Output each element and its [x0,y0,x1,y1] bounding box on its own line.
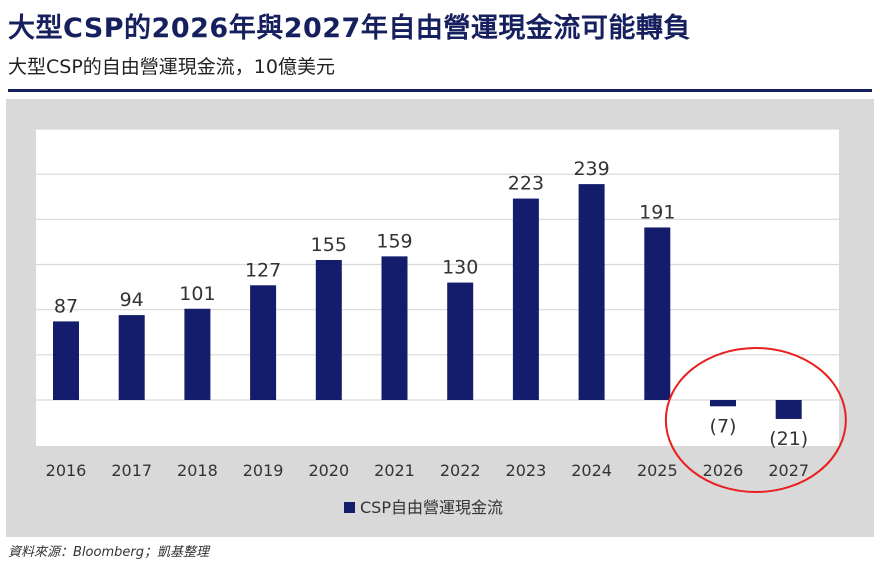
x-tick-2027: 2027 [768,461,809,480]
data-label-2023: 223 [508,173,544,195]
data-label-2017: 94 [120,289,144,311]
bar-2018 [184,308,211,400]
legend-label: CSP自由營運現金流 [360,498,503,517]
data-label-2022: 130 [442,257,478,279]
title-divider [8,89,872,92]
bar-2022 [447,282,474,400]
bar-2017 [118,315,145,400]
bar-2021 [381,256,408,400]
data-label-2019: 127 [245,259,281,281]
x-tick-2025: 2025 [637,461,678,480]
x-tick-2018: 2018 [177,461,218,480]
data-label-2020: 155 [311,234,347,256]
data-labels: 87 94 101 127 155 159 130 223 239 191 (7) (21) [54,158,808,450]
bar-2027 [775,400,802,419]
x-tick-2016: 2016 [46,461,87,480]
bar-2020 [315,259,342,400]
x-tick-2019: 2019 [243,461,284,480]
data-label-2016: 87 [54,295,78,317]
source-note: 資料來源：Bloomberg；凱基整理 [8,545,209,560]
data-label-2027: (21) [769,428,808,450]
x-tick-2021: 2021 [374,461,415,480]
gridlines [36,128,839,401]
x-axis-ticks: 2016 2017 2018 2019 2020 2021 2022 2023 2024 2025… [46,461,809,480]
x-tick-2023: 2023 [506,461,547,480]
data-label-2018: 101 [179,283,215,305]
plot-area [36,129,839,446]
data-label-2021: 159 [376,230,412,252]
legend: CSP自由營運現金流 [344,498,503,517]
legend-swatch [344,502,355,513]
chart-subtitle: 大型CSP的自由營運現金流，10億美元 [8,56,335,78]
chart-title: 大型CSP的2026年與2027年自由營運現金流可能轉負 [8,13,691,44]
bar-series [53,184,802,419]
bar-2023 [512,198,539,400]
x-tick-2017: 2017 [111,461,152,480]
data-label-2025: 191 [639,201,675,223]
data-label-2026: (7) [710,415,737,437]
highlight-circle [664,347,847,493]
x-tick-2024: 2024 [571,461,612,480]
data-label-2024: 239 [573,158,609,180]
bar-2016 [53,321,79,400]
bar-2026 [710,400,736,407]
x-tick-2022: 2022 [440,461,481,480]
bar-2024 [578,184,605,400]
bar-2025 [644,227,671,400]
bar-2019 [250,285,277,400]
x-tick-2026: 2026 [703,461,744,480]
x-tick-2020: 2020 [308,461,349,480]
